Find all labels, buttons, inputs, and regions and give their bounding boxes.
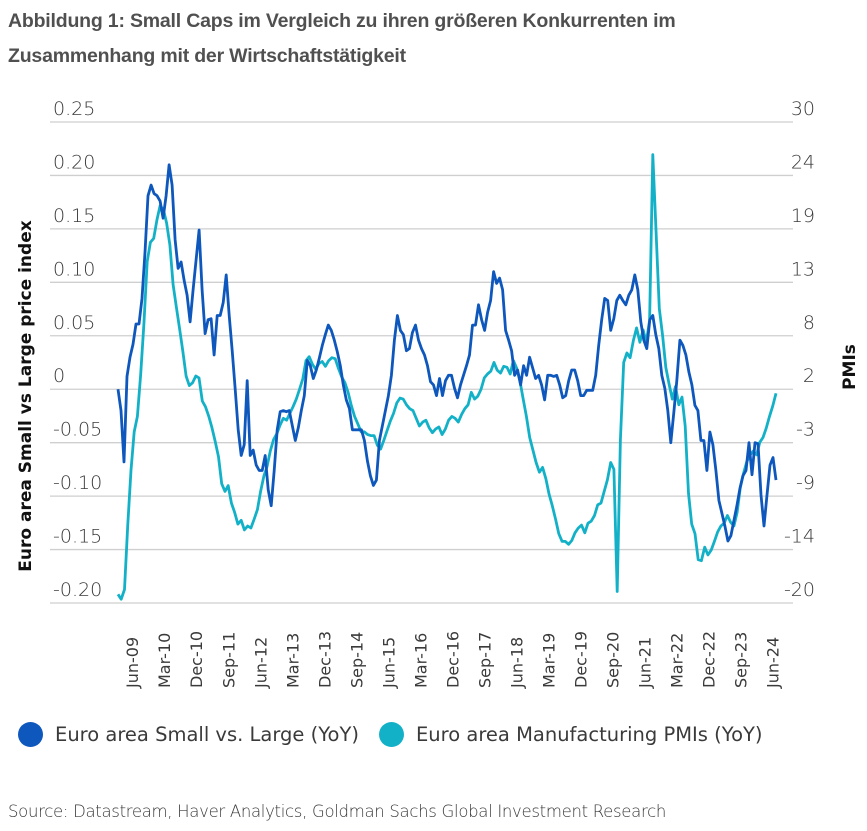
legend: Euro area Small vs. Large (YoY) Euro are… bbox=[18, 722, 783, 747]
gridlines bbox=[50, 121, 793, 604]
left-tick-label: 0.10 bbox=[53, 258, 95, 280]
x-tick-label: Sep-17 bbox=[475, 632, 494, 688]
legend-label: Euro area Manufacturing PMIs (YoY) bbox=[415, 723, 763, 746]
x-tick-label: Mar-13 bbox=[283, 633, 302, 688]
x-tick-label: Sep-23 bbox=[731, 632, 750, 688]
series-line-pmi bbox=[116, 153, 778, 601]
x-tick-label: Dec-19 bbox=[571, 631, 590, 688]
left-tick-label: -0.15 bbox=[53, 526, 102, 548]
right-tick-label: 2 bbox=[803, 365, 815, 387]
left-tick-label: 0.20 bbox=[53, 151, 95, 173]
right-tick-label: 8 bbox=[803, 312, 815, 334]
legend-item-pmi[interactable]: Euro area Manufacturing PMIs (YoY) bbox=[378, 722, 763, 747]
x-axis-ticks: Jun-09 Mar-10 Dec-10 Sep-11 Jun-12 Mar-13 Dec-… bbox=[123, 631, 782, 689]
x-tick-label: Jun-21 bbox=[635, 637, 654, 689]
legend-item-small-vs-large[interactable]: Euro area Small vs. Large (YoY) bbox=[18, 722, 359, 747]
legend-marker-dark-blue-icon bbox=[18, 722, 43, 747]
x-tick-label: Jun-09 bbox=[123, 637, 142, 689]
x-tick-label: Mar-19 bbox=[539, 633, 558, 688]
left-axis-ticks: 0.25 0.20 0.15 0.10 0.05 0 -0.05 -0.10 -0.15 -0.2… bbox=[53, 98, 102, 601]
x-tick-label: Jun-24 bbox=[763, 637, 782, 689]
source-note: Source: Datastream, Haver Analytics, Gol… bbox=[8, 802, 667, 821]
right-tick-label: -3 bbox=[796, 419, 815, 441]
right-tick-label: 30 bbox=[791, 98, 815, 120]
series-line-small-vs-large bbox=[116, 163, 778, 543]
left-tick-label: 0.15 bbox=[53, 205, 95, 227]
right-axis-ticks: 30 24 19 13 8 2 -3 -9 -14 -20 bbox=[784, 98, 815, 601]
chart-title: Abbildung 1: Small Caps im Vergleich zu … bbox=[8, 4, 858, 74]
x-tick-label: Sep-20 bbox=[603, 632, 622, 688]
left-tick-label: -0.05 bbox=[53, 419, 102, 441]
right-tick-label: 19 bbox=[791, 205, 815, 227]
x-tick-label: Mar-10 bbox=[155, 633, 174, 688]
legend-label: Euro area Small vs. Large (YoY) bbox=[55, 723, 359, 746]
x-tick-label: Mar-22 bbox=[667, 633, 686, 688]
series-lines bbox=[116, 153, 778, 601]
chart-title-line-1: Abbildung 1: Small Caps im Vergleich zu … bbox=[8, 10, 676, 32]
right-tick-label: -9 bbox=[796, 472, 815, 494]
x-tick-label: Dec-10 bbox=[187, 631, 206, 688]
x-tick-label: Dec-22 bbox=[699, 631, 718, 688]
right-tick-label: -14 bbox=[784, 526, 815, 548]
left-tick-label: -0.10 bbox=[53, 472, 102, 494]
right-axis-title: PMIs bbox=[840, 344, 860, 390]
x-tick-label: Jun-12 bbox=[251, 637, 270, 689]
x-tick-label: Jun-15 bbox=[379, 637, 398, 689]
left-tick-label: -0.20 bbox=[53, 579, 102, 601]
right-tick-label: 13 bbox=[791, 258, 815, 280]
x-tick-label: Dec-13 bbox=[315, 631, 334, 688]
right-tick-label: -20 bbox=[784, 579, 815, 601]
legend-marker-teal-icon bbox=[378, 722, 404, 747]
left-tick-label: 0 bbox=[53, 365, 65, 387]
x-tick-label: Jun-18 bbox=[507, 637, 526, 689]
x-tick-label: Sep-11 bbox=[219, 632, 238, 688]
left-tick-label: 0.05 bbox=[53, 312, 95, 334]
x-tick-label: Mar-16 bbox=[411, 633, 430, 688]
left-tick-label: 0.25 bbox=[53, 98, 95, 120]
left-axis-title: Euro area Small vs Large price index bbox=[16, 220, 36, 571]
right-tick-label: 24 bbox=[791, 151, 815, 173]
x-tick-label: Sep-14 bbox=[347, 632, 366, 688]
chart-title-line-2: Zusammenhang mit der Wirtschaftstätigkei… bbox=[8, 45, 406, 67]
x-tick-label: Dec-16 bbox=[443, 631, 462, 688]
